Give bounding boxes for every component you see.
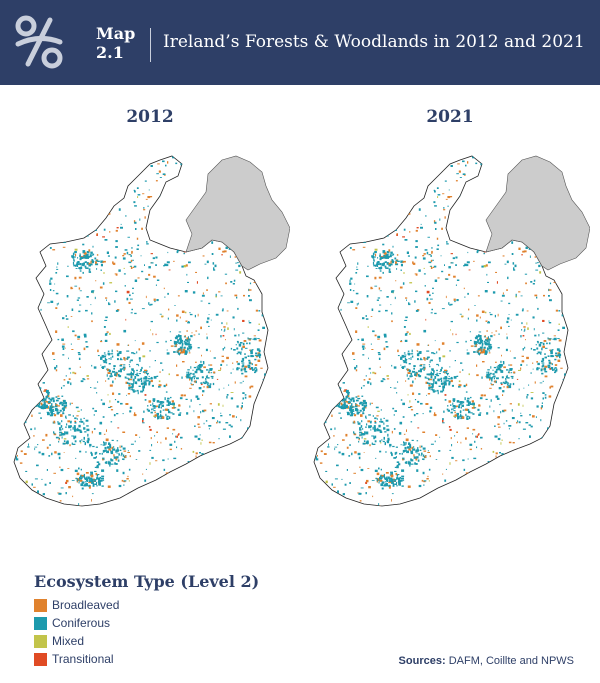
legend-swatch <box>34 634 47 648</box>
legend-swatch <box>34 616 47 630</box>
legend-item-transitional: Transitional <box>34 651 114 667</box>
legend-item-mixed: Mixed <box>34 633 84 649</box>
legend-label: Coniferous <box>52 616 111 630</box>
ireland-forest-map-2021 <box>313 155 590 507</box>
legend-label: Mixed <box>52 634 85 648</box>
legend-label: Broadleaved <box>52 598 120 612</box>
legend-swatch <box>34 652 47 666</box>
legend-title: Ecosystem Type (Level 2) <box>34 572 260 591</box>
logo-icon <box>15 15 63 69</box>
legend-label: Transitional <box>52 652 114 666</box>
northern-ireland-area <box>485 155 590 271</box>
sources-note: Sources: DAFM, Coillte and NPWS <box>398 655 574 667</box>
legend-item-broadleaved: Broadleaved <box>34 597 119 613</box>
map-year-2012: 2012 <box>126 107 174 127</box>
header-bar: Map 2.1 Ireland’s Forests & Woodlands in… <box>0 0 600 85</box>
page-title: Ireland’s Forests & Woodlands in 2012 an… <box>163 32 585 52</box>
ireland-forest-map-2012 <box>13 155 290 507</box>
northern-ireland-area <box>185 155 290 271</box>
header-divider <box>150 28 151 62</box>
legend-swatch <box>34 598 47 612</box>
legend-item-coniferous: Coniferous <box>34 615 110 631</box>
map-year-2021: 2021 <box>426 107 474 127</box>
map-number: Map 2.1 <box>96 24 136 62</box>
